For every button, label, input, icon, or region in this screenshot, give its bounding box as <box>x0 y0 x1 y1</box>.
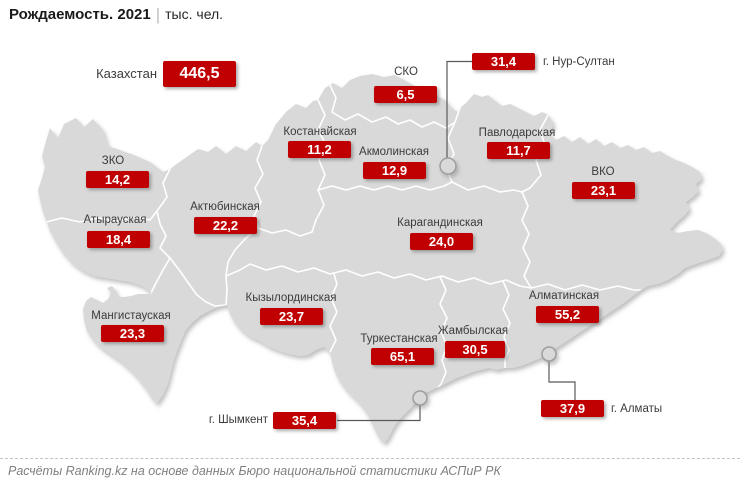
region-badge-vko: 23,1 <box>572 182 635 199</box>
region-label-almatinskaya: Алматинская <box>528 290 600 302</box>
city-badge-nursultan: 31,4 <box>472 53 535 70</box>
region-label-vko: ВКО <box>591 166 615 178</box>
region-badge-aktyubinskaya: 22,2 <box>194 217 257 234</box>
region-label-pavlodarskaya: Павлодарская <box>478 127 556 139</box>
region-label-kostanayskaya: Костанайская <box>283 126 357 138</box>
city-label-shymkent: г. Шымкент <box>208 414 268 426</box>
footer-divider: Расчёты Ranking.kz на основе данных Бюро… <box>0 458 740 478</box>
city-label-almaty: г. Алматы <box>611 403 663 415</box>
region-badge-mangistauskaya: 23,3 <box>101 325 164 342</box>
region-badge-akmolinskaya: 12,9 <box>363 162 426 179</box>
page-title: Рождаемость. 2021 | тыс. чел. <box>9 5 223 25</box>
title-main: Рождаемость. 2021 <box>9 6 151 23</box>
region-badge-kostanayskaya: 11,2 <box>288 141 351 158</box>
region-badge-karagandinskaya: 24,0 <box>410 233 473 250</box>
callout-line-nursultan <box>446 60 472 158</box>
region-label-kazakhstan: Казахстан <box>96 66 157 81</box>
callout-line-almaty <box>548 361 576 400</box>
country-outline <box>38 74 723 443</box>
region-label-karagandinskaya: Карагандинская <box>397 217 483 229</box>
region-badge-sko: 6,5 <box>374 86 437 103</box>
region-borders <box>45 84 642 391</box>
region-label-mangistauskaya: Мангистауская <box>91 310 171 322</box>
region-badge-kazakhstan: 446,5 <box>163 61 236 87</box>
region-label-sko: СКО <box>394 66 418 78</box>
title-separator: | <box>155 5 161 24</box>
callout-line-shymkent <box>337 405 421 422</box>
region-badge-atyrauskaya: 18,4 <box>87 231 150 248</box>
source-note: Расчёты Ranking.kz на основе данных Бюро… <box>8 464 501 478</box>
region-label-zhambylskaya: Жамбылская <box>437 325 509 337</box>
region-badge-zko: 14,2 <box>86 171 149 188</box>
region-label-atyrauskaya: Атырауская <box>83 214 147 226</box>
city-marker-shymkent <box>412 390 428 406</box>
region-label-turkestanskaya: Туркестанская <box>360 333 438 345</box>
city-label-nursultan: г. Нур-Султан <box>543 56 615 68</box>
region-badge-kyzylordinskaya: 23,7 <box>260 308 323 325</box>
city-marker-nursultan <box>439 157 457 175</box>
title-unit: тыс. чел. <box>165 6 224 22</box>
region-badge-zhambylskaya: 30,5 <box>445 341 505 358</box>
region-label-kyzylordinskaya: Кызылординская <box>245 292 337 304</box>
region-label-zko: ЗКО <box>101 155 125 167</box>
region-label-akmolinskaya: Акмолинская <box>359 146 429 158</box>
region-badge-pavlodarskaya: 11,7 <box>487 142 550 159</box>
region-badge-almatinskaya: 55,2 <box>536 306 599 323</box>
region-badge-turkestanskaya: 65,1 <box>371 348 434 365</box>
region-label-aktyubinskaya: Актюбинская <box>190 201 260 213</box>
city-badge-shymkent: 35,4 <box>273 412 336 429</box>
city-badge-almaty: 37,9 <box>541 400 604 417</box>
city-marker-almaty <box>541 346 557 362</box>
